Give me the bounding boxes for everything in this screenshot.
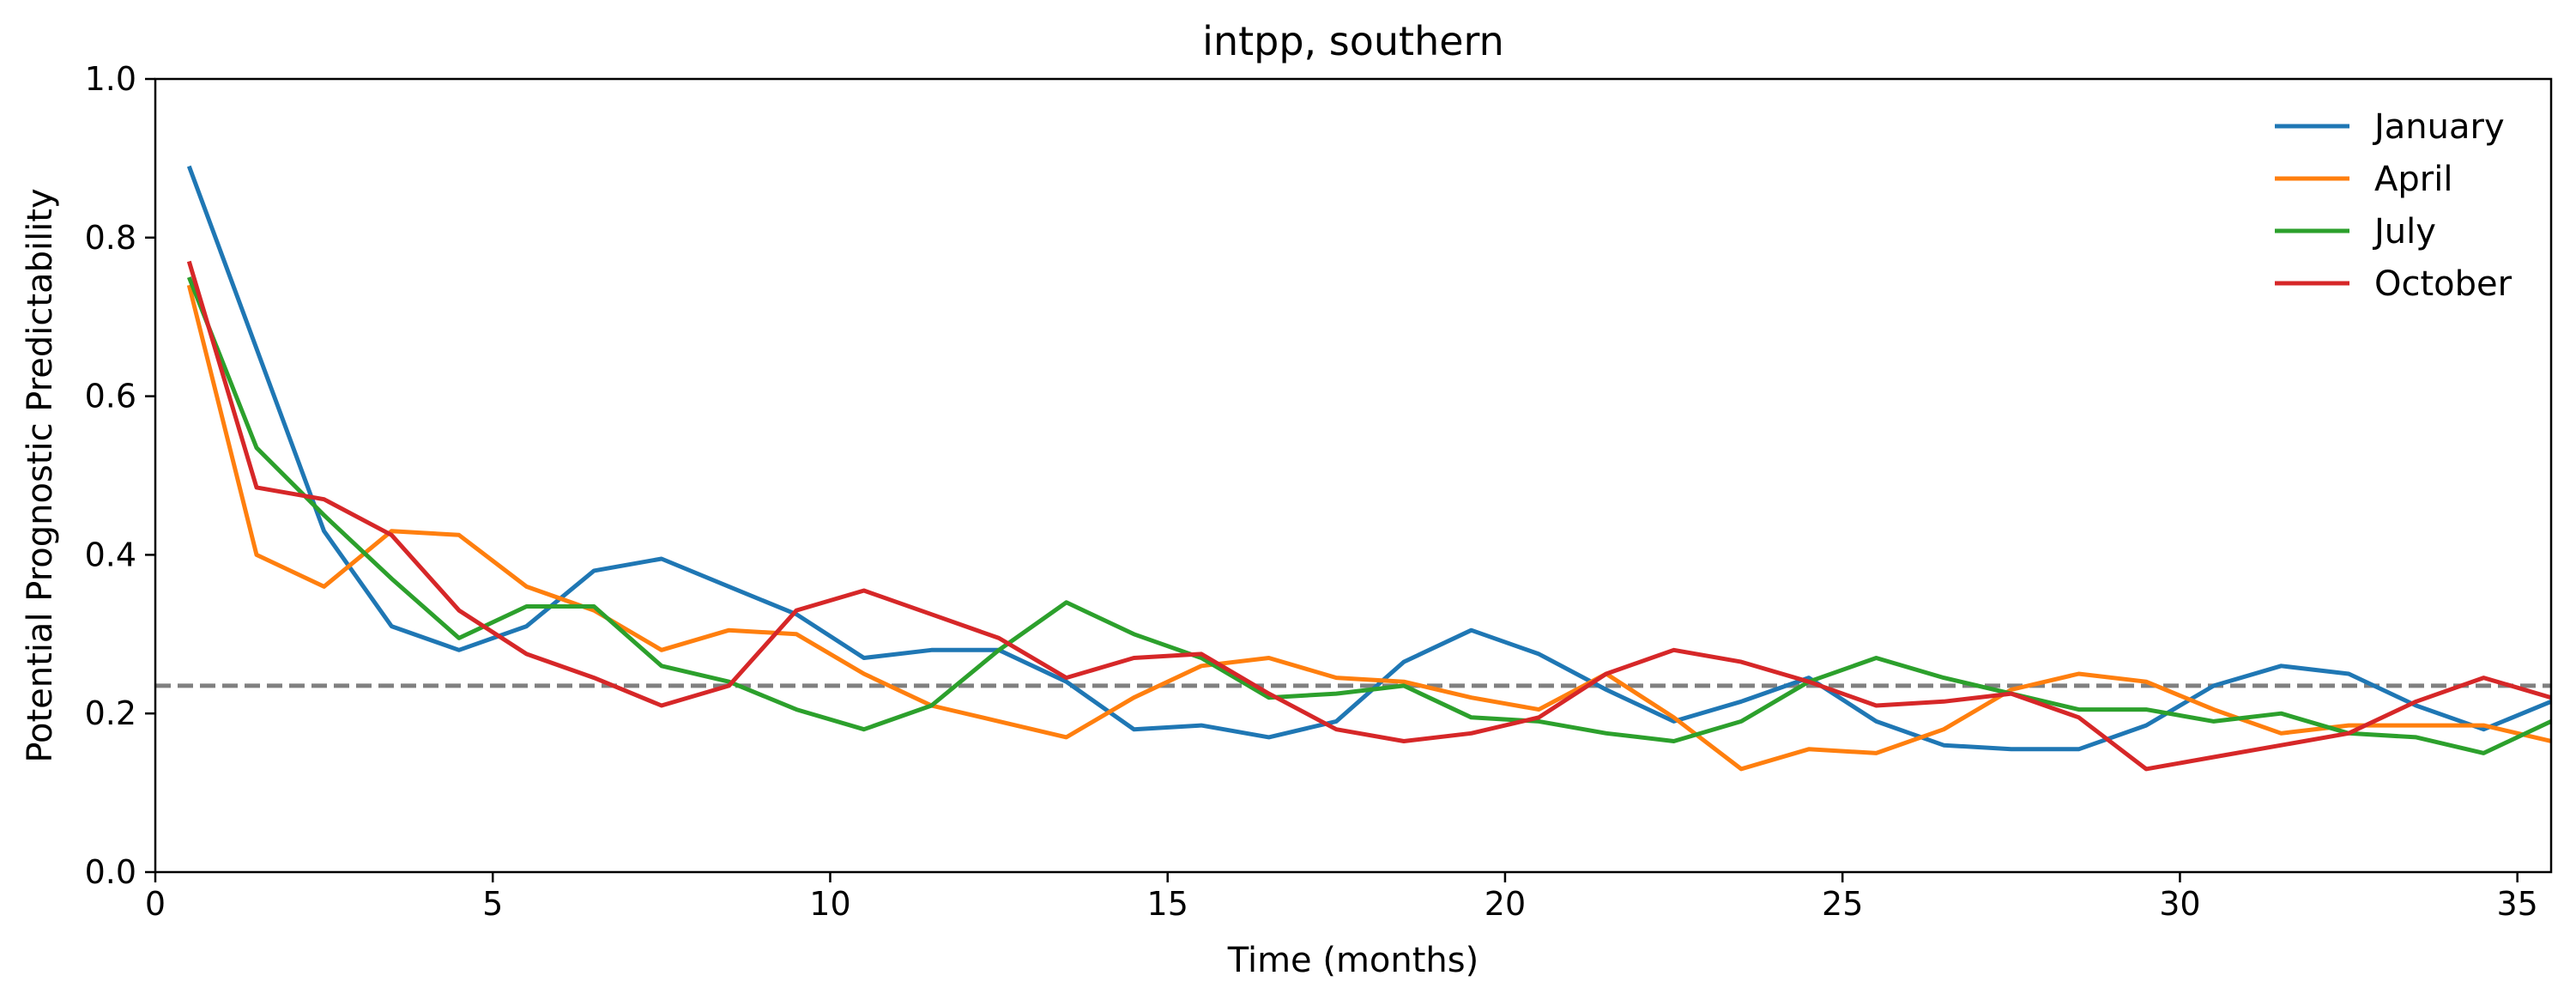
x-tick-label: 0	[145, 885, 166, 923]
legend: January April July October	[2275, 107, 2513, 304]
legend-label-january: January	[2372, 107, 2505, 147]
legend-label-july: July	[2372, 212, 2436, 252]
x-tick-label: 25	[1822, 885, 1863, 923]
y-axis-title: Potential Prognostic Predictability	[21, 188, 60, 762]
y-tick-label: 0.6	[85, 378, 136, 415]
x-axis: 0 5 10 15 20 25 30 35	[145, 872, 2538, 923]
x-tick-label: 35	[2496, 885, 2537, 923]
x-tick-label: 10	[809, 885, 850, 923]
y-tick-label: 0.0	[85, 853, 136, 891]
x-tick-label: 30	[2159, 885, 2200, 923]
legend-label-april: April	[2374, 160, 2452, 199]
x-tick-label: 15	[1147, 885, 1188, 923]
y-tick-label: 0.4	[85, 536, 136, 573]
y-axis: 0.0 0.2 0.4 0.6 0.8 1.0	[85, 60, 155, 891]
series-line-july	[186, 276, 2551, 755]
axes-frame	[154, 77, 2553, 874]
x-axis-title: Time (months)	[1227, 941, 1478, 980]
chart-title: intpp, southern	[1202, 18, 1504, 64]
y-tick-label: 1.0	[85, 60, 136, 98]
x-tick-label: 20	[1485, 885, 1526, 923]
y-tick-label: 0.8	[85, 219, 136, 257]
series-layer	[186, 165, 2551, 772]
series-line-october	[186, 260, 2551, 772]
x-tick-label: 5	[482, 885, 503, 923]
y-tick-label: 0.2	[85, 694, 136, 732]
legend-label-october: October	[2374, 264, 2513, 304]
